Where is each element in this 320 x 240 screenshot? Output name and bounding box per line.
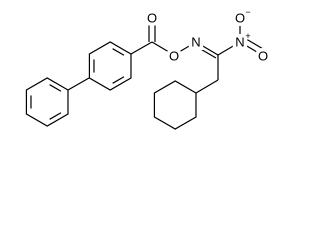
atom-label: O bbox=[258, 49, 268, 64]
bond bbox=[112, 76, 125, 84]
atom-label: O bbox=[169, 49, 179, 64]
molecule: O O N N + O − O bbox=[25, 6, 271, 130]
bond bbox=[130, 41, 153, 55]
bond bbox=[173, 41, 197, 56]
bond bbox=[241, 35, 265, 51]
atom-label: O bbox=[235, 11, 245, 26]
bond bbox=[195, 79, 219, 94]
atom-label: N bbox=[191, 35, 200, 50]
bond bbox=[195, 41, 219, 56]
atom-label: N bbox=[235, 35, 244, 50]
atom-labels: O O N N + O − O bbox=[143, 6, 271, 68]
bond bbox=[112, 48, 125, 56]
bonds bbox=[25, 18, 265, 130]
atom-charge: − bbox=[245, 7, 250, 17]
bond bbox=[49, 112, 62, 120]
ring bbox=[153, 80, 197, 130]
page: O O N N + O − O (() => { const data = JS… bbox=[25, 6, 271, 130]
bond bbox=[239, 41, 263, 56]
bond bbox=[197, 46, 217, 59]
bond bbox=[151, 41, 175, 56]
bond bbox=[49, 84, 62, 92]
bond bbox=[67, 77, 90, 91]
ring bbox=[25, 77, 69, 127]
ring bbox=[88, 41, 132, 91]
bond bbox=[217, 41, 241, 56]
atom-charge: + bbox=[245, 31, 250, 41]
atom-label: O bbox=[147, 11, 157, 26]
